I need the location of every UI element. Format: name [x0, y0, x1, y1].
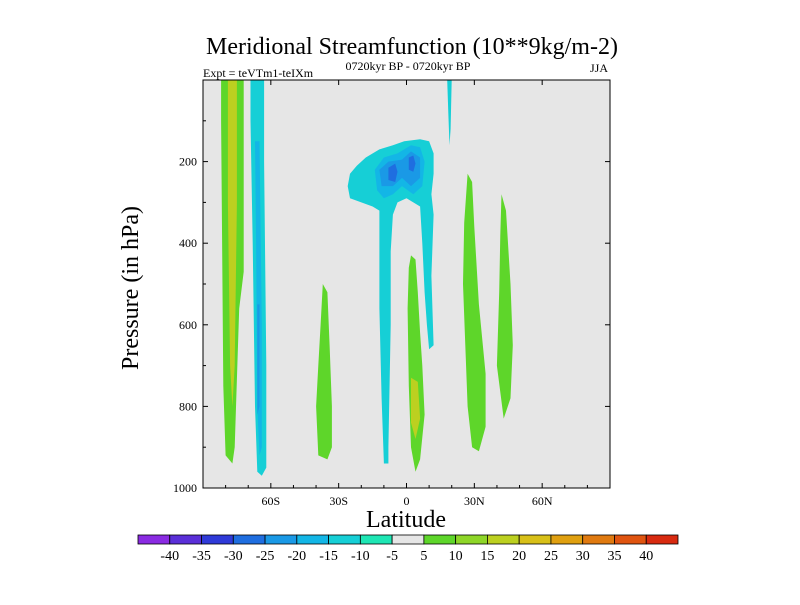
- y-tick-label: 800: [179, 399, 197, 413]
- colorbar-swatch: [201, 534, 234, 545]
- contour-region-band-70s-core: [227, 80, 237, 407]
- colorbar-label: -40: [160, 549, 179, 564]
- colorbar-swatch: [328, 534, 361, 545]
- y-tick-label: 400: [179, 236, 197, 250]
- contour-region-upper-cell-negative: [347, 139, 434, 464]
- colorbar-swatch: [645, 534, 679, 545]
- y-tick-label: 1000: [173, 481, 197, 495]
- colorbar-swatch: [582, 534, 615, 545]
- x-tick-label: 60S: [261, 494, 280, 508]
- contour-region-upper-cell-core-a: [388, 163, 398, 182]
- contour-region-blob-eq-core: [411, 377, 421, 439]
- subtitle-left: Expt = teVTm1-teIXm: [203, 66, 314, 80]
- colorbar-swatch: [550, 534, 584, 545]
- colorbar-swatch: [518, 534, 552, 545]
- colorbar-label: -15: [319, 549, 338, 564]
- contour-region-blob-38s-positive: [316, 284, 332, 460]
- colorbar-label: 5: [420, 549, 427, 564]
- contour-region-upper-cell-core-b: [408, 155, 416, 172]
- colorbar: -40 -35 -30 -25 -20 -15 -10 -5 5 10 15 20 25 30 35 40: [137, 534, 679, 564]
- colorbar-label: 35: [607, 549, 621, 564]
- y-axis-label: Pressure (in hPa): [118, 206, 144, 370]
- contour-region-blob-28n-positive: [463, 173, 486, 452]
- x-axis-ticks: 60S 30S 0 30N 60N: [202, 80, 611, 508]
- colorbar-swatch: [423, 534, 457, 545]
- colorbar-label: -30: [224, 549, 243, 564]
- colorbar-swatch: [455, 534, 488, 545]
- colorbar-label: 30: [576, 549, 590, 564]
- subtitle-center: 0720kyr BP - 0720kyr BP: [346, 59, 471, 73]
- colorbar-label: -25: [256, 549, 275, 564]
- subtitle-right: JJA: [590, 61, 608, 75]
- colorbar-swatch: [137, 534, 171, 545]
- colorbar-label: 25: [544, 549, 558, 564]
- colorbar-swatch: [296, 534, 329, 545]
- colorbar-label: 10: [449, 549, 463, 564]
- colorbar-label: 40: [639, 549, 653, 564]
- colorbar-label: 20: [512, 549, 526, 564]
- colorbar-swatch: [614, 534, 647, 545]
- x-axis-label: Latitude: [366, 507, 446, 533]
- colorbar-label: -35: [192, 549, 211, 564]
- colorbar-swatch: [359, 534, 393, 545]
- y-tick-label: 200: [179, 155, 197, 169]
- chart-title: Meridional Streamfunction (10**9kg/m-2): [206, 34, 618, 60]
- colorbar-swatch: [232, 534, 266, 545]
- x-tick-label: 30S: [329, 494, 348, 508]
- contour-region-thread-20n-negative: [447, 80, 452, 146]
- colorbar-swatch: [264, 534, 298, 545]
- contour-region-band-60s-core2: [257, 304, 260, 415]
- contour-region-blob-43n-positive: [496, 194, 513, 419]
- colorbar-swatch: [487, 534, 520, 545]
- x-tick-label: 60N: [532, 494, 553, 508]
- x-tick-label: 30N: [464, 494, 485, 508]
- contour-regions: [221, 80, 513, 476]
- colorbar-label: -10: [351, 549, 370, 564]
- colorbar-label: -5: [386, 549, 398, 564]
- y-tick-label: 600: [179, 318, 197, 332]
- colorbar-label: 15: [480, 549, 494, 564]
- colorbar-label: -20: [287, 549, 306, 564]
- colorbar-swatch: [169, 534, 202, 545]
- colorbar-swatch: [391, 534, 425, 545]
- y-axis-ticks: 200 400 600 800 1000: [173, 120, 610, 495]
- contour-region-band-60s-core: [255, 141, 262, 456]
- x-tick-label: 0: [404, 494, 410, 508]
